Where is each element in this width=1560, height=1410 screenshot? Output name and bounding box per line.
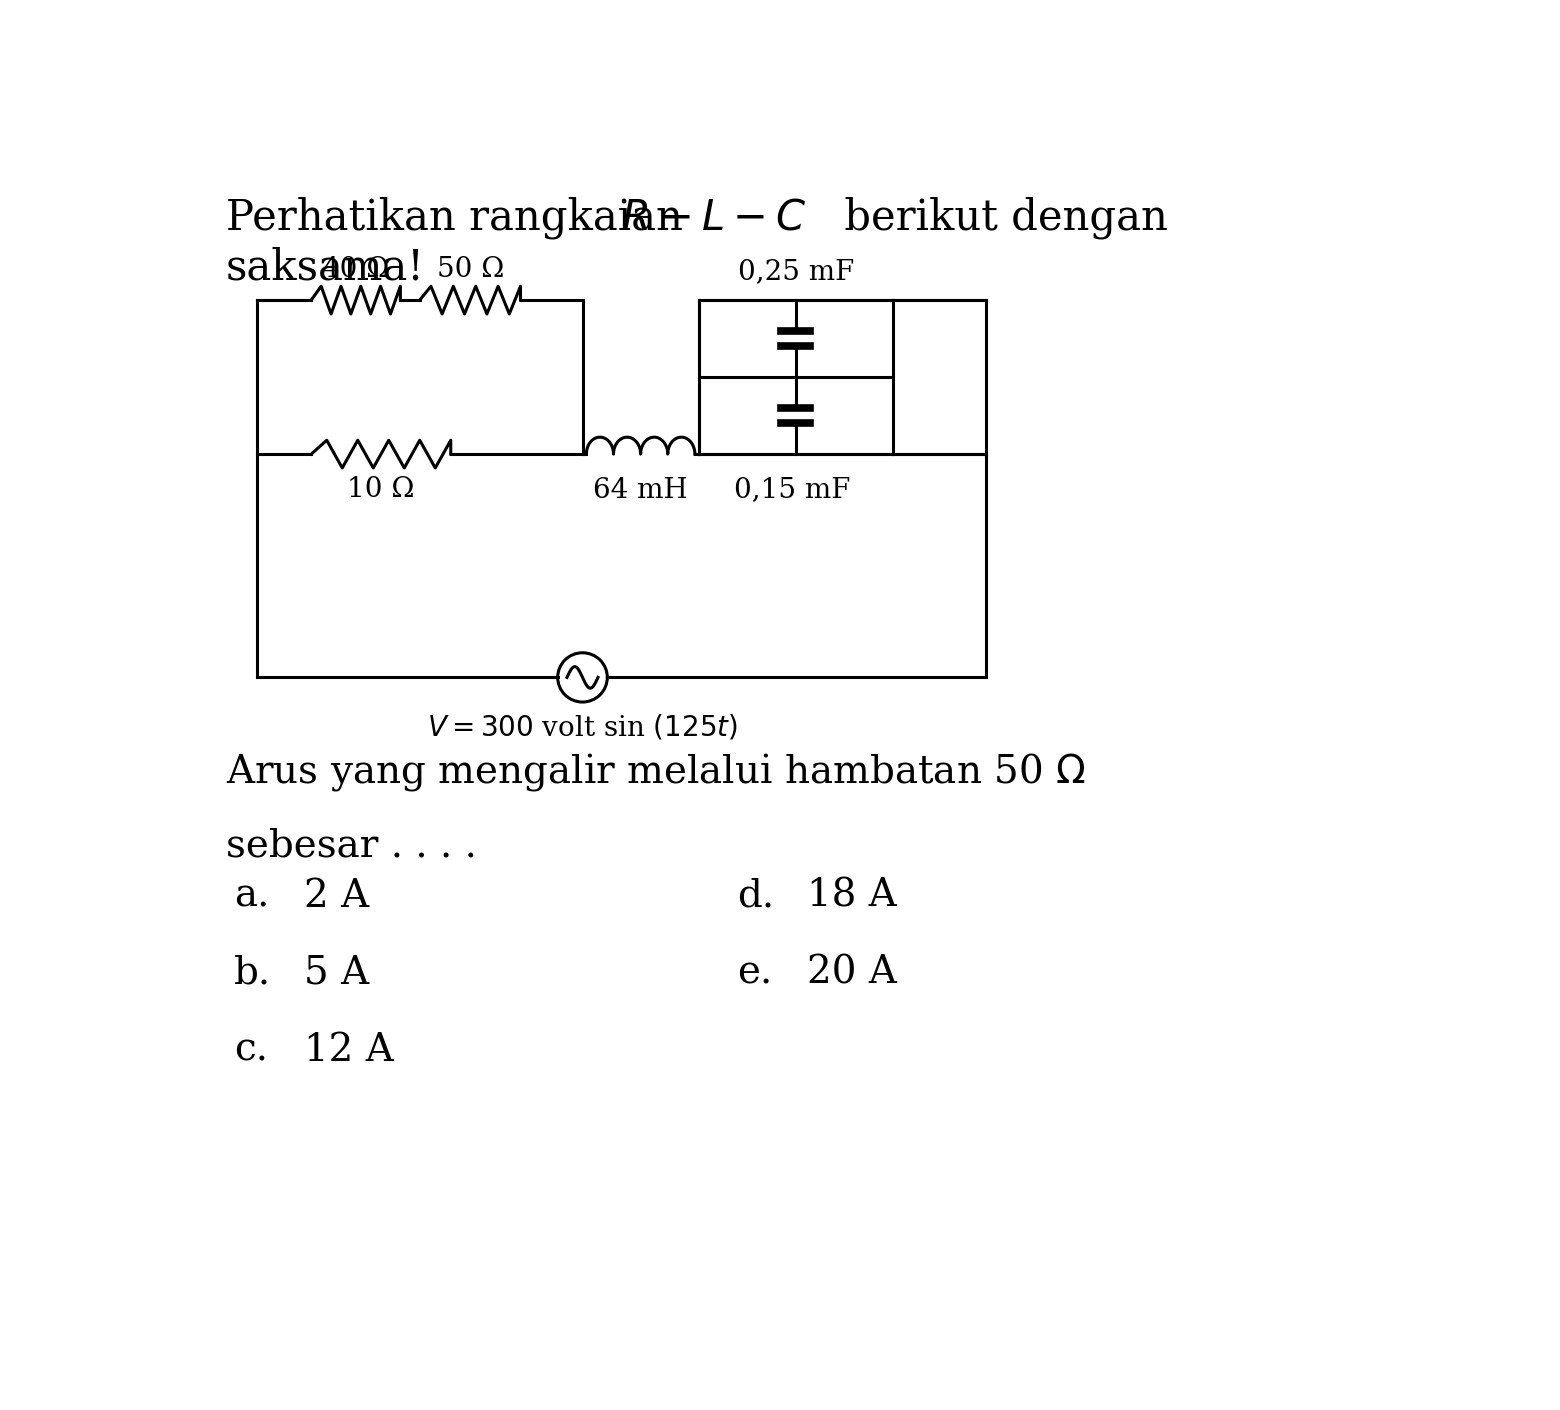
Text: 10 Ω: 10 Ω	[348, 475, 415, 502]
Text: 20 A: 20 A	[807, 955, 897, 991]
Text: 50 Ω: 50 Ω	[437, 257, 504, 283]
Text: sebesar . . . .: sebesar . . . .	[226, 828, 477, 864]
Text: e.: e.	[738, 955, 772, 991]
Text: 18 A: 18 A	[807, 877, 897, 915]
Text: 0,15 mF: 0,15 mF	[733, 475, 850, 502]
Text: 40 Ω: 40 Ω	[321, 257, 388, 283]
Text: 0,25 mF: 0,25 mF	[738, 258, 853, 285]
Text: 5 A: 5 A	[304, 955, 368, 991]
Text: a.: a.	[234, 877, 270, 915]
Text: $V = 300$ volt sin $(125t)$: $V = 300$ volt sin $(125t)$	[427, 712, 738, 742]
Text: 2 A: 2 A	[304, 877, 368, 915]
Text: berikut dengan: berikut dengan	[830, 196, 1167, 238]
Text: d.: d.	[738, 877, 775, 915]
Text: c.: c.	[234, 1032, 268, 1069]
Text: 12 A: 12 A	[304, 1032, 393, 1069]
Text: $R - L - C$: $R - L - C$	[621, 196, 807, 238]
Text: 64 mH: 64 mH	[593, 477, 688, 505]
Text: b.: b.	[234, 955, 271, 991]
Text: Arus yang mengalir melalui hambatan 50 $\Omega$: Arus yang mengalir melalui hambatan 50 $…	[226, 750, 1086, 792]
Text: saksama!: saksama!	[226, 247, 424, 288]
Text: Perhatikan rangkaian: Perhatikan rangkaian	[226, 196, 696, 238]
